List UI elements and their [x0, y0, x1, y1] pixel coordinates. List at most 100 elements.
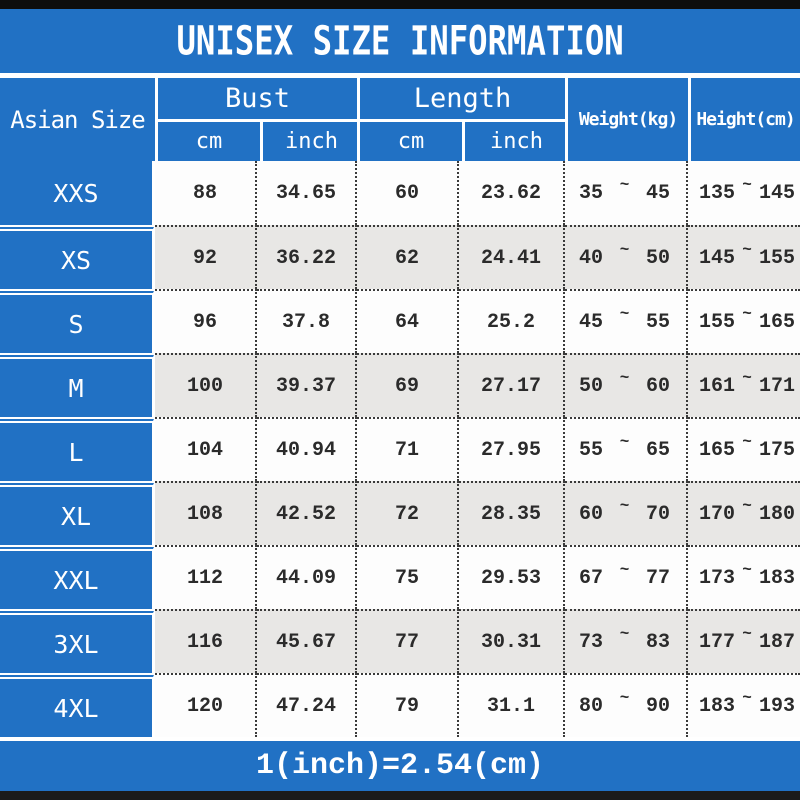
height-max: 155 [758, 246, 795, 270]
weight-min: 67 [579, 566, 604, 590]
table-row: XXS 88 34.65 60 23.62 35 ~ 45 135 ~ 145 [0, 161, 800, 225]
page-title: UNISEX SIZE INFORMATION [176, 17, 624, 65]
weight-range: 60 ~ 70 [565, 481, 688, 545]
height-min: 173 [699, 566, 736, 590]
bust-inch-value: 37.8 [257, 289, 357, 353]
length-inch-value: 31.1 [459, 673, 565, 737]
bust-inch-value: 36.22 [257, 225, 357, 289]
bust-inch-value: 34.65 [257, 161, 357, 225]
title-bar: UNISEX SIZE INFORMATION [0, 9, 800, 78]
table-body: XXS 88 34.65 60 23.62 35 ~ 45 135 ~ 145 … [0, 161, 800, 737]
weight-min: 35 [579, 181, 604, 205]
header-length-cm: cm [360, 122, 462, 161]
height-max: 145 [758, 181, 795, 205]
tilde-icon: ~ [742, 433, 752, 451]
weight-max: 45 [645, 181, 670, 205]
weight-min: 73 [579, 630, 604, 654]
height-range: 161 ~ 171 [688, 353, 800, 417]
weight-max: 77 [645, 566, 670, 590]
table-header: Asian Size Bust cm inch Length cm inch W… [0, 78, 800, 161]
height-range: 183 ~ 193 [688, 673, 800, 737]
length-cm-value: 60 [357, 161, 459, 225]
height-range: 170 ~ 180 [688, 481, 800, 545]
tilde-icon: ~ [619, 176, 630, 194]
tilde-icon: ~ [742, 241, 752, 259]
bust-inch-value: 42.52 [257, 481, 357, 545]
size-label: S [0, 289, 155, 353]
tilde-icon: ~ [742, 305, 752, 323]
height-range: 177 ~ 187 [688, 609, 800, 673]
height-max: 193 [758, 694, 795, 718]
weight-range: 55 ~ 65 [565, 417, 688, 481]
height-max: 180 [758, 502, 795, 526]
tilde-icon: ~ [619, 689, 630, 707]
header-length: Length [360, 78, 565, 122]
bust-cm-value: 104 [155, 417, 257, 481]
length-inch-value: 27.95 [459, 417, 565, 481]
tilde-icon: ~ [619, 241, 630, 259]
length-inch-value: 27.17 [459, 353, 565, 417]
bust-cm-value: 96 [155, 289, 257, 353]
height-min: 177 [699, 630, 736, 654]
divider [0, 737, 800, 741]
height-min: 145 [699, 246, 736, 270]
tilde-icon: ~ [619, 497, 630, 515]
size-label: XS [0, 225, 155, 289]
height-range: 135 ~ 145 [688, 161, 800, 225]
size-label: M [0, 353, 155, 417]
length-cm-value: 72 [357, 481, 459, 545]
bottom-black-bar [0, 791, 800, 800]
tilde-icon: ~ [742, 176, 752, 194]
header-bust-cm: cm [158, 122, 260, 161]
header-bust-inch: inch [260, 122, 360, 161]
bust-inch-value: 47.24 [257, 673, 357, 737]
weight-min: 55 [579, 438, 604, 462]
length-inch-value: 23.62 [459, 161, 565, 225]
size-label: XXS [0, 161, 155, 225]
length-cm-value: 69 [357, 353, 459, 417]
length-cm-value: 77 [357, 609, 459, 673]
weight-min: 40 [579, 246, 604, 270]
bust-cm-value: 88 [155, 161, 257, 225]
length-inch-value: 28.35 [459, 481, 565, 545]
conversion-note: 1(inch)=2.54(cm) [255, 749, 545, 783]
weight-range: 73 ~ 83 [565, 609, 688, 673]
table-row: L 104 40.94 71 27.95 55 ~ 65 165 ~ 175 [0, 417, 800, 481]
weight-min: 45 [579, 310, 604, 334]
weight-range: 50 ~ 60 [565, 353, 688, 417]
header-height: Height(cm) [688, 78, 800, 161]
weight-range: 40 ~ 50 [565, 225, 688, 289]
tilde-icon: ~ [742, 561, 752, 579]
height-range: 145 ~ 155 [688, 225, 800, 289]
bust-inch-value: 45.67 [257, 609, 357, 673]
height-max: 171 [758, 374, 795, 398]
size-label: 4XL [0, 673, 155, 737]
weight-range: 67 ~ 77 [565, 545, 688, 609]
table-row: S 96 37.8 64 25.2 45 ~ 55 155 ~ 165 [0, 289, 800, 353]
size-label: 3XL [0, 609, 155, 673]
length-cm-value: 75 [357, 545, 459, 609]
header-length-inch: inch [462, 122, 568, 161]
header-weight: Weight(kg) [565, 78, 688, 161]
tilde-icon: ~ [742, 625, 752, 643]
header-asian-size: Asian Size [0, 78, 155, 161]
weight-max: 55 [645, 310, 670, 334]
tilde-icon: ~ [742, 689, 752, 707]
height-range: 173 ~ 183 [688, 545, 800, 609]
weight-max: 50 [645, 246, 670, 270]
weight-range: 35 ~ 45 [565, 161, 688, 225]
tilde-icon: ~ [742, 369, 752, 387]
table-row: 3XL 116 45.67 77 30.31 73 ~ 83 177 ~ 187 [0, 609, 800, 673]
table-row: XXL 112 44.09 75 29.53 67 ~ 77 173 ~ 183 [0, 545, 800, 609]
table-row: XS 92 36.22 62 24.41 40 ~ 50 145 ~ 155 [0, 225, 800, 289]
length-cm-value: 64 [357, 289, 459, 353]
height-min: 183 [699, 694, 736, 718]
tilde-icon: ~ [742, 497, 752, 515]
tilde-icon: ~ [619, 369, 630, 387]
length-cm-value: 62 [357, 225, 459, 289]
bust-cm-value: 120 [155, 673, 257, 737]
height-min: 170 [699, 502, 736, 526]
weight-max: 60 [645, 374, 670, 398]
tilde-icon: ~ [619, 433, 630, 451]
